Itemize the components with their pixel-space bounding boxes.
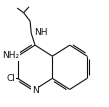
Text: Cl: Cl [7,74,16,83]
Text: NH: NH [34,28,47,37]
Text: NH₂: NH₂ [2,51,19,60]
Text: N: N [32,86,38,95]
